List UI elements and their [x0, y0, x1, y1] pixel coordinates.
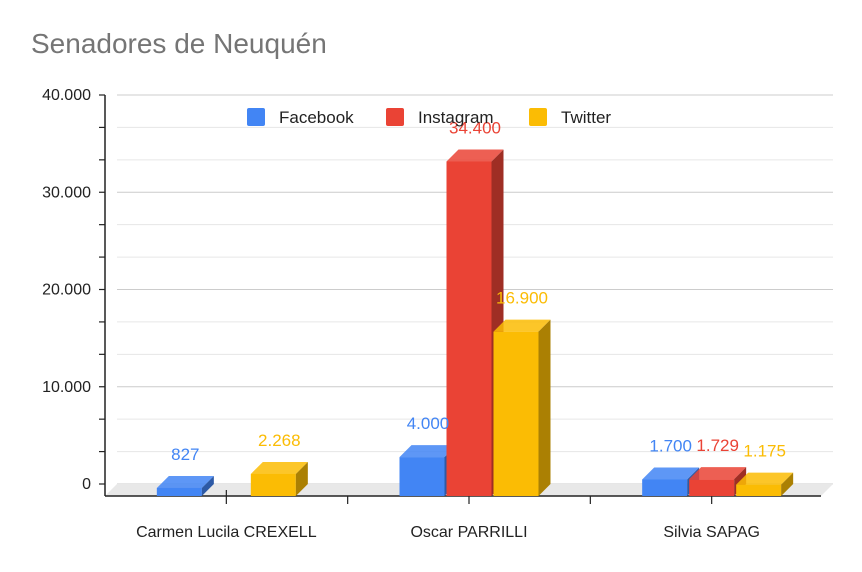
- bar-front: [642, 479, 688, 496]
- bars: [156, 149, 794, 496]
- bar-side: [295, 461, 308, 496]
- x-category-label: Carmen Lucila CREXELL: [136, 524, 317, 541]
- bar-front: [689, 479, 735, 496]
- bar-side: [538, 319, 551, 496]
- bar-front: [446, 161, 492, 496]
- bar-top: [689, 467, 747, 480]
- legend-swatch-instagram: [386, 108, 404, 126]
- data-label-twitter: 16.900: [496, 289, 548, 308]
- data-label-facebook: 4.000: [407, 414, 450, 433]
- axes: 0 10.000 20.000 30.000 40.000 Carmen Lucila C…: [42, 87, 821, 541]
- bar-front: [736, 484, 782, 496]
- legend-label-instagram: Instagram: [418, 108, 494, 127]
- bar-front: [493, 331, 539, 496]
- bar-twitter-3: [736, 472, 794, 496]
- data-label-twitter: 1.175: [743, 442, 786, 461]
- y-tick-label: 20.000: [42, 282, 91, 299]
- bar-top: [399, 445, 457, 458]
- bar-top: [250, 461, 308, 474]
- y-tick-label: 40.000: [42, 87, 91, 104]
- bar-top: [493, 319, 551, 332]
- bar-twitter-1: [250, 461, 308, 496]
- legend-label-twitter: Twitter: [561, 108, 611, 127]
- bar-front: [250, 473, 296, 496]
- bar-facebook-1: [156, 475, 214, 496]
- y-tick-label: 30.000: [42, 184, 91, 201]
- legend: Facebook Instagram Twitter: [247, 108, 611, 127]
- bar-side: [201, 475, 214, 496]
- bar-front: [399, 457, 445, 496]
- bar-top: [156, 475, 214, 488]
- data-label-instagram: 34.400: [449, 118, 501, 137]
- data-label-facebook: 1.700: [649, 436, 692, 455]
- legend-label-facebook: Facebook: [279, 108, 354, 127]
- bar-top: [736, 472, 794, 485]
- x-category-label: Silvia SAPAG: [663, 524, 760, 541]
- bar-side: [781, 472, 794, 496]
- legend-swatch-facebook: [247, 108, 265, 126]
- data-label-twitter: 2.268: [258, 431, 301, 450]
- x-category-label: Oscar PARRILLI: [410, 524, 527, 541]
- data-label-facebook: 827: [171, 445, 199, 464]
- y-tick-label: 0: [82, 476, 91, 493]
- bar-twitter-2: [493, 319, 551, 496]
- bar-instagram-2: [446, 149, 504, 496]
- bar-top: [642, 467, 700, 480]
- bar-front: [156, 487, 202, 496]
- data-labels: 827 2.268 4.000 34.400 16.900 1.700 1.729 1.175: [171, 118, 786, 463]
- y-tick-label: 10.000: [42, 379, 91, 396]
- bar-top: [446, 149, 504, 162]
- chart-title: Senadores de Neuquén: [31, 28, 327, 59]
- data-label-instagram: 1.729: [696, 436, 739, 455]
- legend-swatch-twitter: [529, 108, 547, 126]
